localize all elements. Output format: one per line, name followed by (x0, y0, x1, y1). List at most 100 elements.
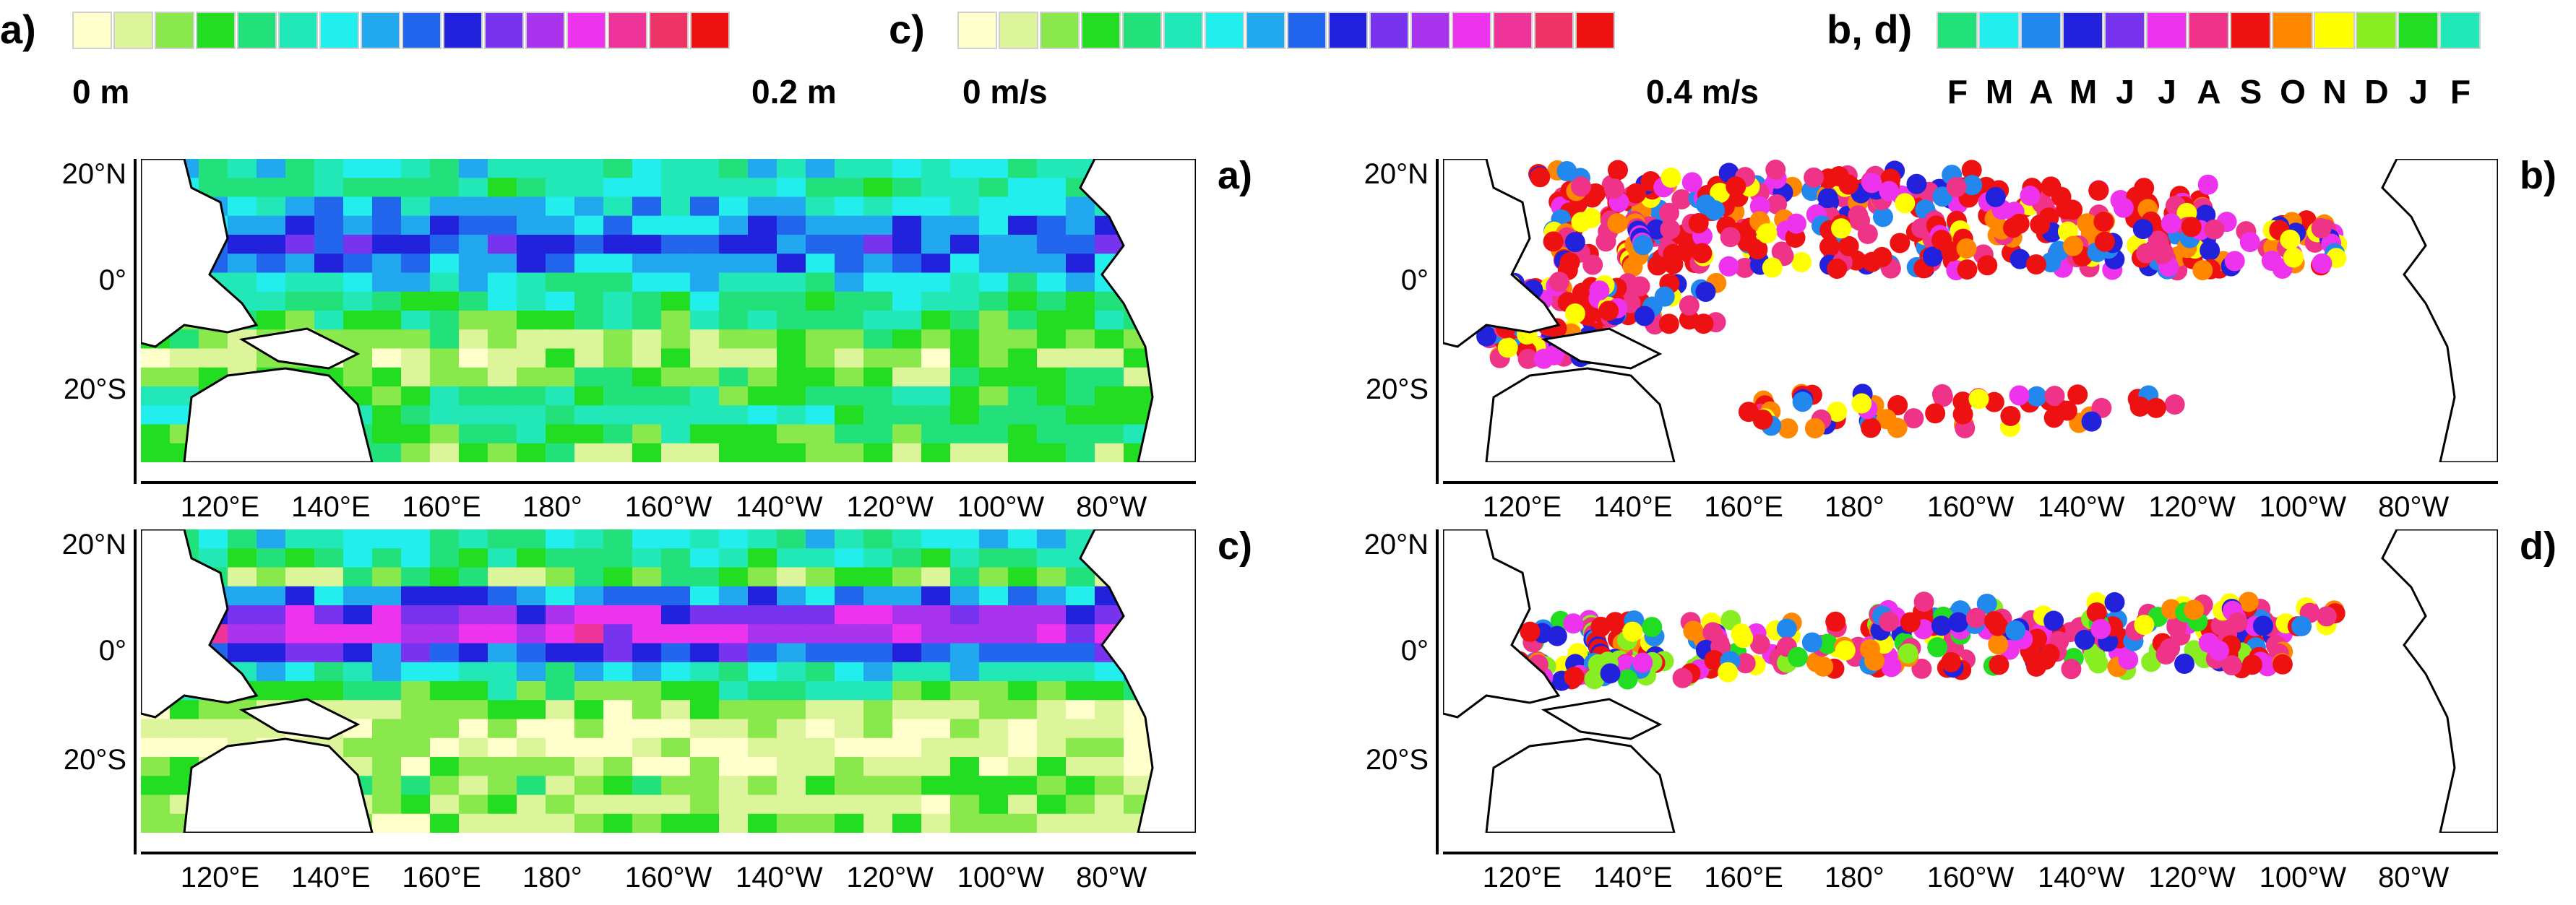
colorbar-swatch (2439, 12, 2481, 49)
field-cell (1095, 681, 1125, 701)
field-cell (546, 529, 576, 550)
asia-coast (1443, 529, 1561, 719)
field-cell (257, 254, 287, 274)
field-cell (546, 548, 576, 568)
field-cell (401, 196, 431, 217)
field-cell (892, 311, 923, 331)
field-cell (835, 159, 865, 179)
field-cell (719, 291, 749, 311)
field-cell (690, 624, 720, 644)
colorbar-swatch (1410, 12, 1450, 49)
field-cell (806, 424, 836, 444)
field-cell (1066, 662, 1096, 682)
float-point (1731, 623, 1752, 644)
float-point (2056, 199, 2077, 220)
field-cell (690, 794, 720, 815)
field-cell (401, 605, 431, 625)
float-point (2039, 644, 2060, 664)
colorbar-swatch (443, 12, 483, 49)
float-point (1718, 662, 1739, 683)
lon-label: 100°W (2259, 491, 2347, 523)
field-cell (343, 329, 374, 350)
new-guinea-coast (1541, 698, 1663, 740)
float-point (1985, 186, 2006, 207)
field-cell (863, 254, 894, 274)
field-cell (603, 662, 634, 682)
field-cell (517, 662, 547, 682)
field-cell (892, 757, 923, 777)
field-cell (170, 367, 200, 387)
colorbar-swatch (2146, 12, 2187, 49)
field-cell (950, 548, 981, 568)
lon-label: 160°E (402, 491, 481, 523)
field-cell (1095, 405, 1125, 425)
field-cell (372, 794, 402, 815)
field-cell (603, 757, 634, 777)
field-cell (892, 586, 923, 606)
field-cell (921, 813, 952, 833)
field-cell (806, 386, 836, 407)
lon-label: 160°W (624, 491, 712, 523)
float-point (2166, 617, 2187, 638)
float-point (1671, 189, 1692, 209)
float-point (1838, 235, 1859, 256)
float-point (1911, 658, 1932, 679)
field-cell (863, 386, 894, 407)
field-cell (430, 757, 460, 777)
field-cell (748, 662, 778, 682)
field-cell (488, 405, 518, 425)
field-cell (632, 567, 663, 587)
field-cell (488, 196, 518, 217)
field-cell (835, 272, 865, 293)
field-cell (921, 405, 952, 425)
field-cell (806, 178, 836, 198)
field-cell (748, 719, 778, 739)
float-point (1647, 255, 1668, 276)
panel-tag-a: a) (1218, 154, 1253, 197)
field-cell (574, 367, 605, 387)
field-cell (488, 794, 518, 815)
field-cell (574, 329, 605, 350)
float-point (1571, 212, 1592, 233)
float-point (2145, 397, 2166, 418)
field-cell (1066, 443, 1096, 462)
field-cell (835, 681, 865, 701)
field-cell (979, 529, 1009, 550)
field-cell (314, 605, 345, 625)
field-cell (459, 605, 489, 625)
lon-label: 100°W (957, 862, 1045, 893)
field-cell (806, 311, 836, 331)
asia-coast (141, 159, 259, 348)
field-cell (1066, 367, 1096, 387)
field-cell (777, 719, 807, 739)
field-cell (517, 624, 547, 644)
field-cell (517, 405, 547, 425)
field-cell (777, 348, 807, 368)
field-cell (777, 700, 807, 720)
field-cell (863, 567, 894, 587)
field-cell (777, 662, 807, 682)
field-cell (314, 662, 345, 682)
float-point (2094, 231, 2115, 252)
field-cell (141, 813, 171, 833)
field-cell (228, 254, 258, 274)
field-cell (863, 776, 894, 796)
lon-label: 160°W (1926, 491, 2015, 523)
field-cell (748, 235, 778, 255)
colorbar-swatch (196, 12, 236, 49)
field-cell (1095, 719, 1125, 739)
field-cell (863, 624, 894, 644)
field-cell (632, 719, 663, 739)
field-cell (632, 681, 663, 701)
field-cell (488, 719, 518, 739)
field-cell (806, 329, 836, 350)
field-cell (863, 737, 894, 758)
field-cell (574, 700, 605, 720)
field-cell (228, 272, 258, 293)
field-cell (690, 159, 720, 179)
field-cell (372, 329, 402, 350)
field-cell (632, 586, 663, 606)
field-cell (892, 405, 923, 425)
float-point (2160, 638, 2181, 659)
field-cell (199, 719, 229, 739)
